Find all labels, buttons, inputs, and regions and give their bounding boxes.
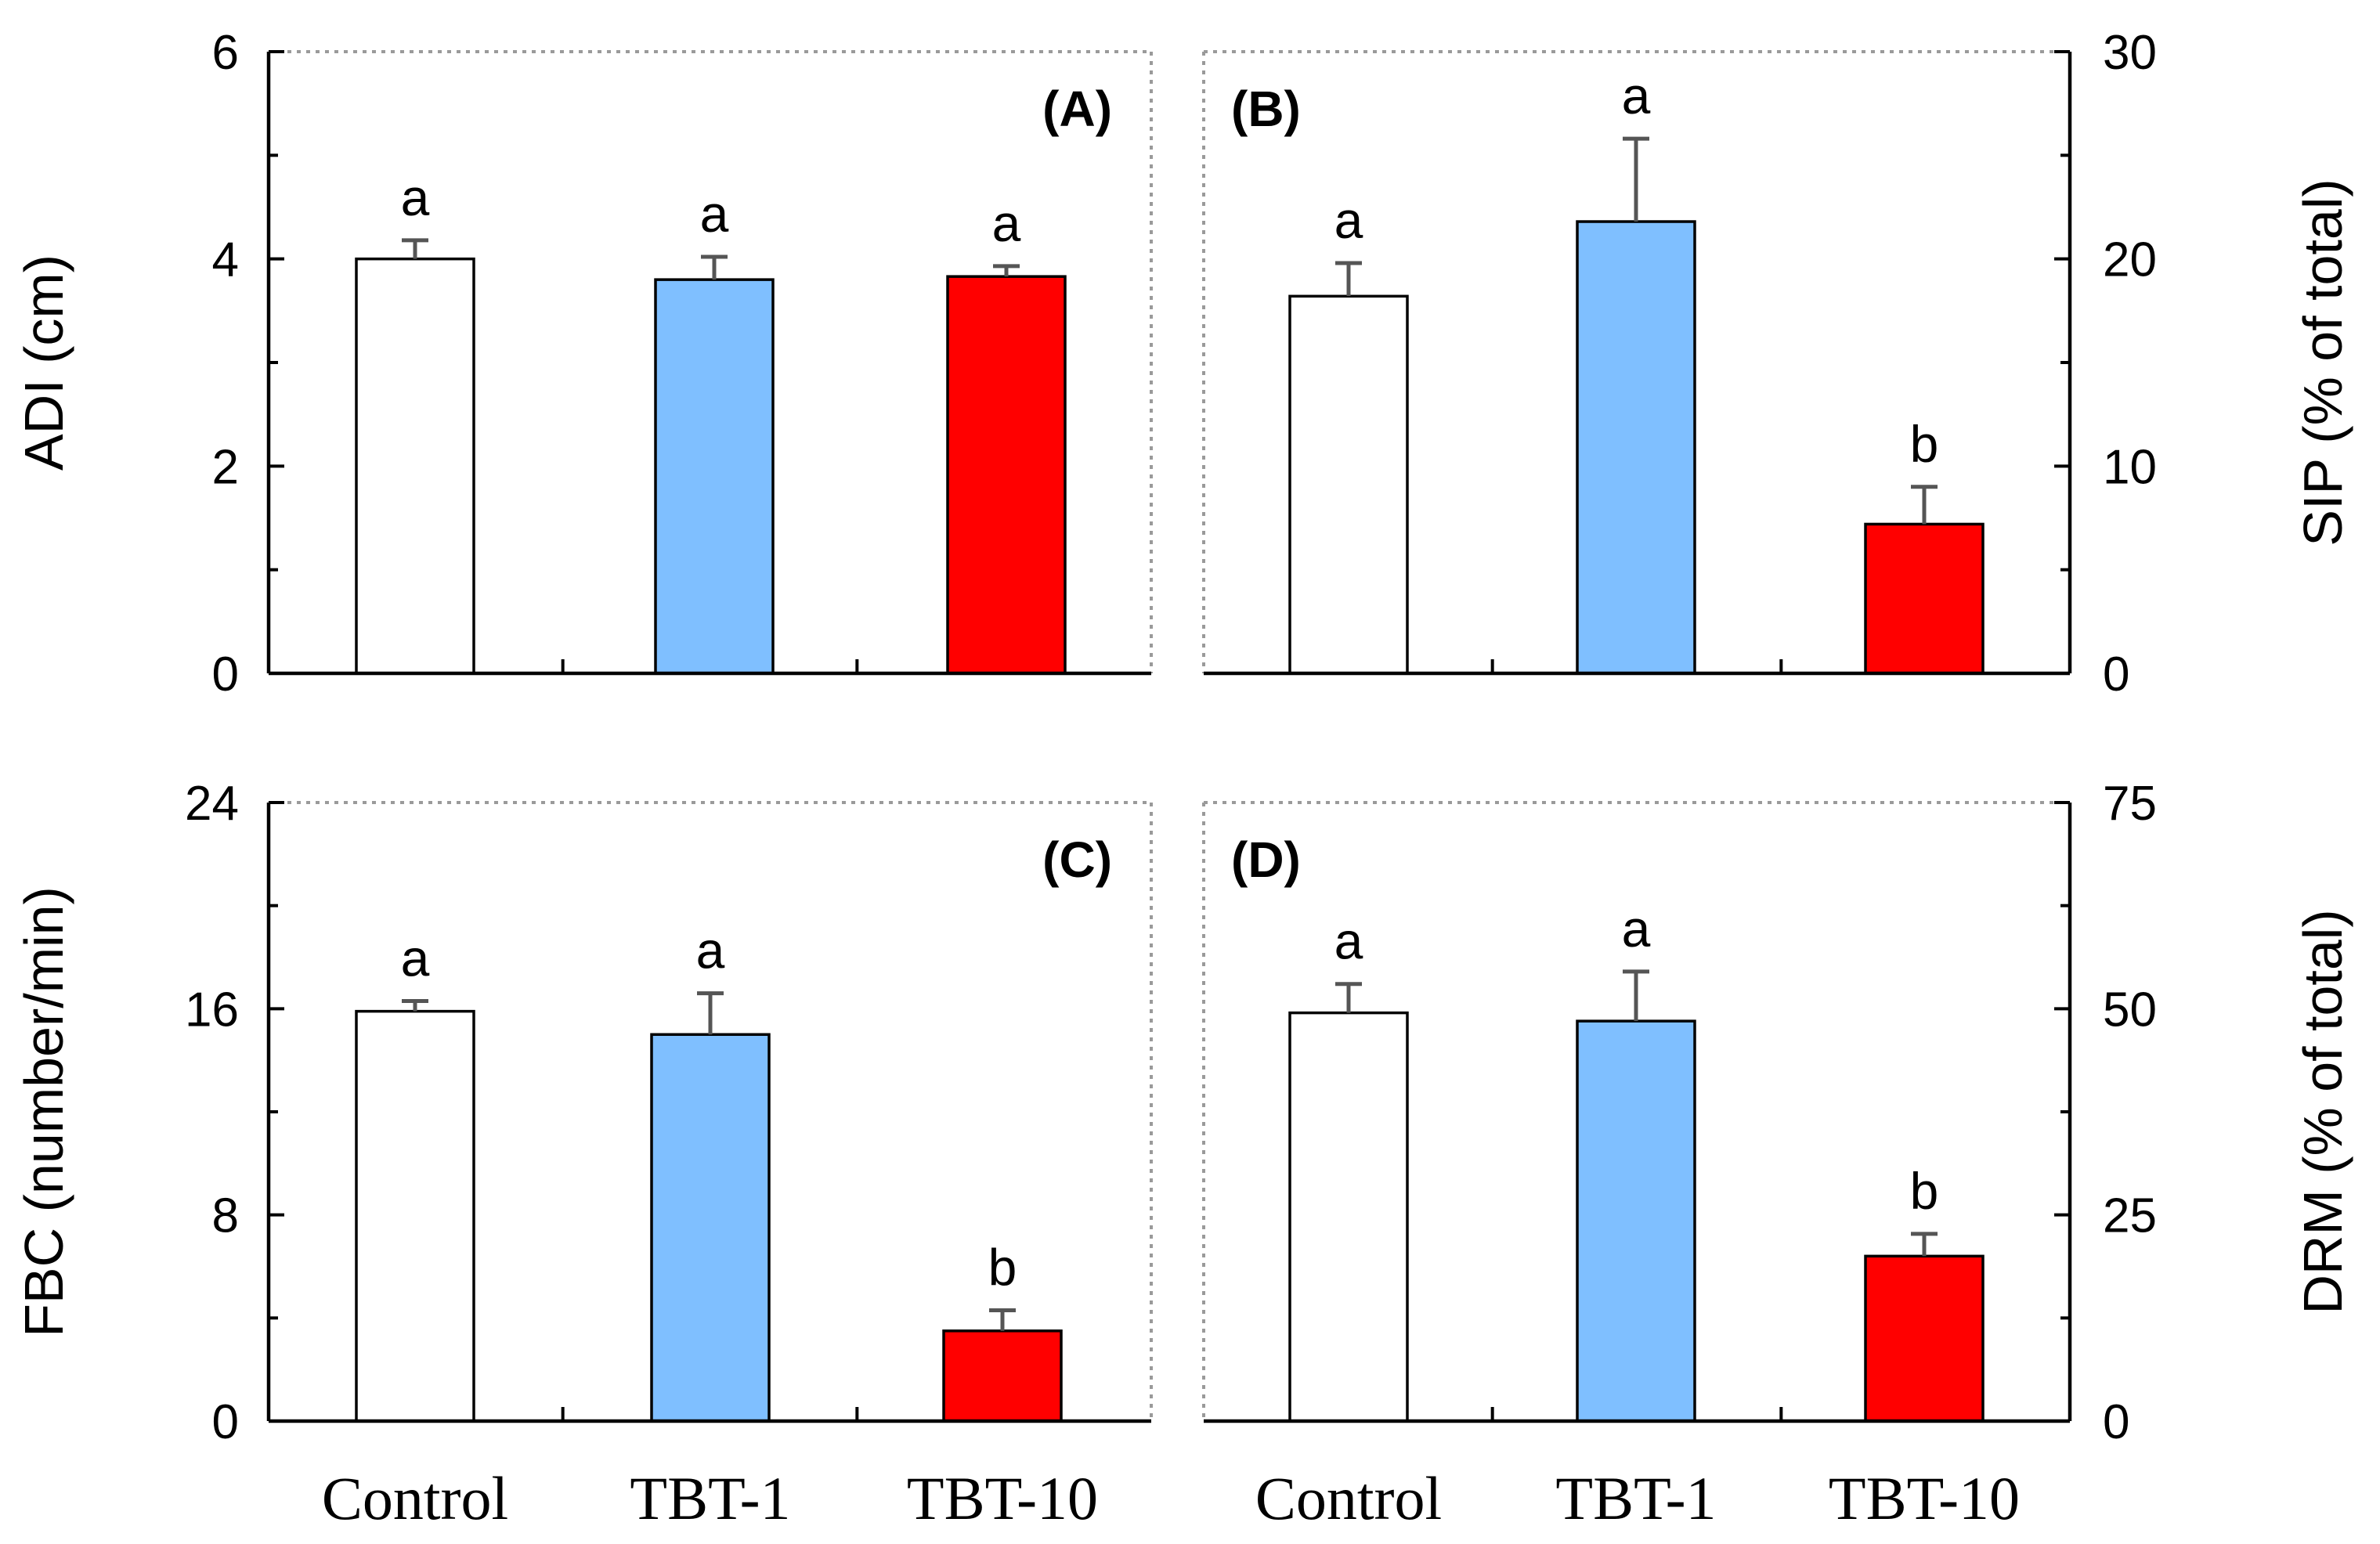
bar-tbt-1 [1576,220,1696,675]
x-tick-label: Control [1255,1464,1442,1532]
y-tick-label: 20 [2103,233,2157,287]
x-tick-label: TBT-10 [907,1464,1098,1532]
significance-letter: a [1622,900,1651,958]
y-axis-title: SIP (% of total) [2292,179,2353,546]
panel-label: (D) [1231,832,1301,888]
significance-letter: a [1334,191,1363,249]
y-tick-label: 16 [185,983,239,1037]
y-tick-label: 0 [212,1395,239,1449]
panel-c: a a b 0 8 16 24 FBC (number/min) (C) Control TBT-1… [13,777,1153,1532]
x-tick-label: TBT-1 [1555,1464,1716,1532]
bar-tbt-1 [650,1033,771,1423]
x-tick-label: TBT-10 [1829,1464,2020,1532]
y-tick-label: 0 [2103,648,2129,702]
bar-control [355,1009,475,1423]
panel-b: a a b 0 10 20 30 SIP (% of total) (B) [1202,26,2353,702]
panel-a: a a a 0 2 4 6 ADI (cm) (A) [13,26,1153,702]
bar-tbt-1 [654,278,775,675]
y-tick-label: 50 [2103,983,2157,1037]
panel-d: a a b 0 25 50 75 DRM (% of total) (D) Control TBT-… [1202,777,2353,1532]
significance-letter: b [1910,415,1939,473]
x-tick-label: TBT-1 [630,1464,790,1532]
y-tick-label: 24 [185,777,239,831]
panel-label: (A) [1042,81,1112,137]
bar-control [1288,294,1409,675]
bar-tbt-10 [942,1329,1063,1423]
y-axis-title: ADI (cm) [13,254,74,471]
y-axis-title: FBC (number/min) [13,886,74,1337]
bar-tbt-10 [1864,522,1985,675]
y-tick-label: 0 [2103,1395,2129,1449]
panel-label: (C) [1042,832,1112,888]
significance-letter: a [992,194,1021,252]
y-tick-label: 4 [212,233,239,287]
significance-letter: a [1622,67,1651,124]
panel-label: (B) [1231,81,1301,137]
significance-letter: a [1334,912,1363,970]
y-tick-label: 6 [212,26,239,80]
y-tick-label: 30 [2103,26,2157,80]
significance-letter: b [1910,1162,1939,1220]
significance-letter: a [696,922,725,979]
y-tick-label: 10 [2103,440,2157,494]
y-tick-label: 75 [2103,777,2157,831]
y-axis-title: DRM (% of total) [2292,909,2353,1314]
significance-letter: a [401,929,430,987]
y-tick-label: 25 [2103,1189,2157,1243]
bar-tbt-10 [946,275,1067,675]
significance-letter: b [988,1238,1017,1296]
y-tick-label: 8 [212,1189,239,1243]
bar-tbt-1 [1576,1019,1696,1423]
bar-control [1288,1011,1409,1423]
bar-control [355,257,475,675]
y-tick-label: 0 [212,648,239,702]
x-tick-label: Control [322,1464,508,1532]
significance-letter: a [700,185,729,243]
bar-tbt-10 [1864,1254,1985,1423]
y-tick-label: 2 [212,440,239,494]
significance-letter: a [401,168,430,226]
